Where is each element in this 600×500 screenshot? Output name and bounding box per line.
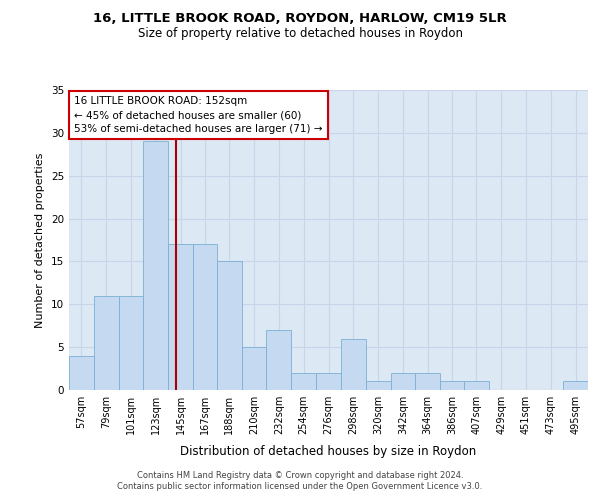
Bar <box>366 382 391 390</box>
Text: 16 LITTLE BROOK ROAD: 152sqm
← 45% of detached houses are smaller (60)
53% of se: 16 LITTLE BROOK ROAD: 152sqm ← 45% of de… <box>74 96 323 134</box>
Bar <box>143 142 168 390</box>
Bar <box>168 244 193 390</box>
Text: Contains public sector information licensed under the Open Government Licence v3: Contains public sector information licen… <box>118 482 482 491</box>
Bar <box>415 373 440 390</box>
Bar <box>291 373 316 390</box>
Y-axis label: Number of detached properties: Number of detached properties <box>35 152 46 328</box>
Bar <box>193 244 217 390</box>
Bar <box>266 330 291 390</box>
Bar <box>217 262 242 390</box>
Text: Contains HM Land Registry data © Crown copyright and database right 2024.: Contains HM Land Registry data © Crown c… <box>137 471 463 480</box>
Bar <box>316 373 341 390</box>
Bar <box>391 373 415 390</box>
Bar <box>242 347 266 390</box>
X-axis label: Distribution of detached houses by size in Roydon: Distribution of detached houses by size … <box>181 446 476 458</box>
Bar <box>94 296 119 390</box>
Text: 16, LITTLE BROOK ROAD, ROYDON, HARLOW, CM19 5LR: 16, LITTLE BROOK ROAD, ROYDON, HARLOW, C… <box>93 12 507 26</box>
Bar <box>119 296 143 390</box>
Bar <box>440 382 464 390</box>
Bar <box>69 356 94 390</box>
Bar <box>464 382 489 390</box>
Bar <box>563 382 588 390</box>
Bar <box>341 338 366 390</box>
Text: Size of property relative to detached houses in Roydon: Size of property relative to detached ho… <box>137 28 463 40</box>
